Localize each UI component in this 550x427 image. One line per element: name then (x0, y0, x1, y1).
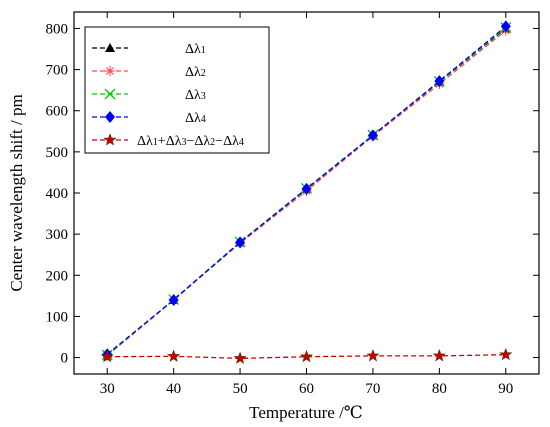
series-4 (102, 20, 511, 361)
legend-marker (105, 43, 115, 52)
data-point (432, 349, 446, 362)
y-tick-label: 700 (46, 63, 69, 79)
data-point (168, 293, 179, 306)
x-tick-label: 80 (432, 381, 447, 397)
legend-label: Δλ2 (185, 65, 206, 80)
x-tick-label: 40 (166, 381, 181, 397)
data-point (434, 75, 445, 88)
y-tick-label: 300 (46, 227, 69, 243)
y-tick-label: 400 (46, 186, 69, 202)
data-point (499, 347, 513, 361)
legend-label: Δλ3 (185, 88, 206, 103)
series-5 (100, 347, 513, 364)
legend-marker (105, 111, 115, 123)
legend-box (84, 26, 270, 154)
y-tick-label: 800 (46, 21, 69, 37)
legend-label: Δλ1+Δλ3−Δλ2−Δλ4 (137, 134, 244, 149)
data-point (367, 129, 378, 142)
y-tick-label: 100 (46, 309, 69, 325)
legend-marker (105, 66, 115, 76)
y-tick-label: 0 (61, 351, 69, 367)
data-point (100, 349, 114, 363)
data-point (500, 20, 511, 33)
data-point (366, 349, 380, 362)
y-tick-label: 200 (46, 268, 69, 284)
legend-marker (104, 88, 116, 100)
y-axis-ticks: 0 100 200 300 400 500 600 700 800 (46, 21, 539, 367)
x-tick-label: 60 (299, 381, 314, 397)
legend-marker (103, 133, 117, 146)
data-point (299, 349, 314, 363)
x-tick-label: 70 (365, 381, 380, 397)
data-point (301, 182, 312, 195)
x-axis-title: Temperature /℃ (249, 403, 363, 422)
legend-label: Δλ4 (185, 111, 206, 126)
x-tick-label: 90 (498, 381, 513, 397)
series-layer (100, 20, 513, 364)
y-axis-title: Center wavelength shift / pm (7, 94, 26, 291)
x-axis-ticks: 30 40 50 60 70 80 90 (100, 12, 513, 397)
data-point (167, 349, 181, 362)
y-tick-label: 600 (46, 104, 69, 120)
x-tick-label: 50 (233, 381, 248, 397)
x-tick-label: 30 (100, 381, 115, 397)
legend-label: Δλ1 (185, 42, 206, 57)
y-tick-label: 500 (46, 145, 69, 161)
data-point (233, 351, 247, 364)
legend: Δλ1 Δλ2 Δλ3 Δλ4 Δλ1+Δλ3−Δλ2−Δλ4 (84, 26, 270, 154)
data-point (235, 236, 246, 249)
